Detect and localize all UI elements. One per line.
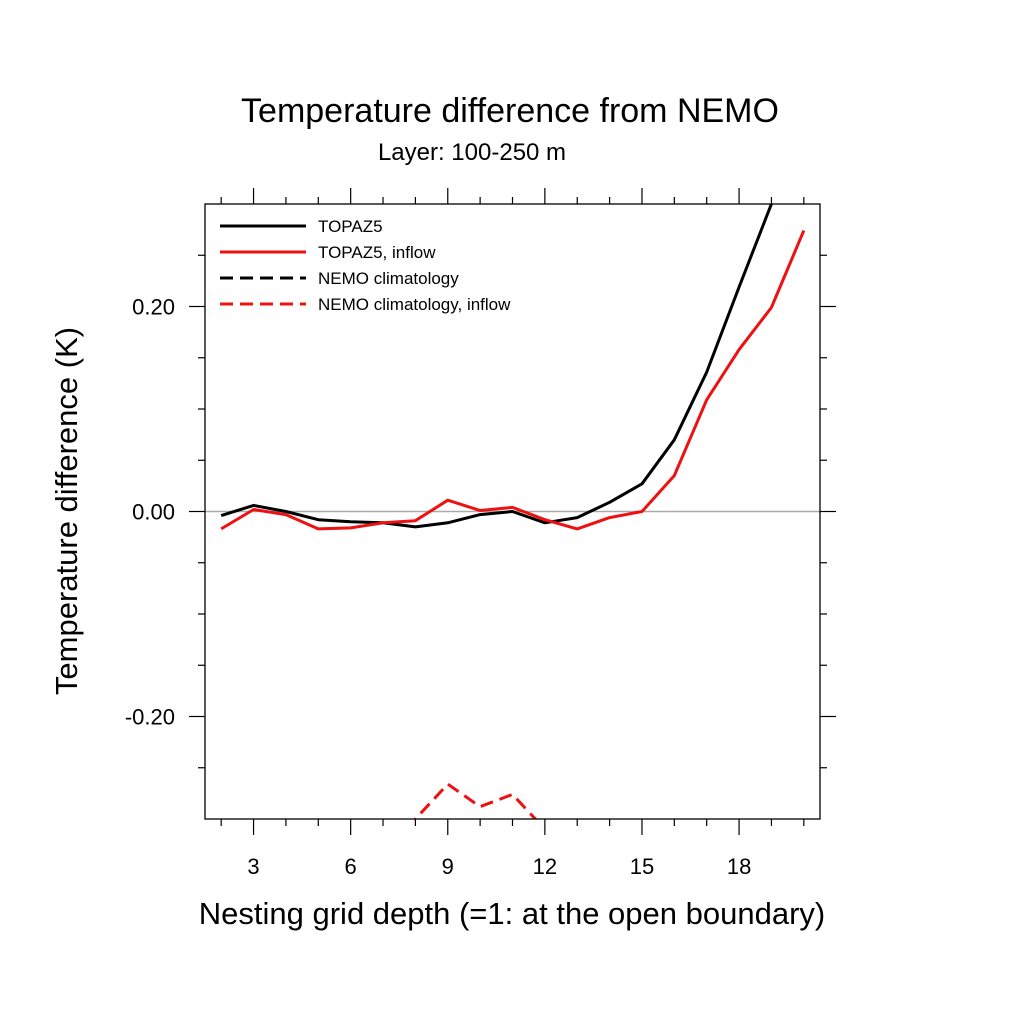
x-tick-label: 15 [630, 854, 654, 879]
x-tick-label: 3 [247, 854, 259, 879]
legend: TOPAZ5 TOPAZ5, inflow NEMO climatology NEMO… [220, 217, 511, 314]
legend-label-4: NEMO climatology, inflow [318, 295, 511, 314]
y-tick-label: 0.00 [132, 500, 175, 525]
x-tick-label: 6 [345, 854, 357, 879]
y-tick-label: -0.20 [125, 705, 175, 730]
x-tick-label: 18 [727, 854, 751, 879]
x-axis-label: Nesting grid depth (=1: at the open boun… [199, 896, 825, 931]
ticks-group [189, 188, 836, 835]
legend-label-3: NEMO climatology [318, 269, 459, 288]
x-tick-label: 12 [533, 854, 557, 879]
series-group [220, 204, 806, 819]
tick-labels-group: 3 6 9 12 15 18 -0.20 0.00 0.20 [125, 295, 751, 880]
x-tick-label: 9 [442, 854, 454, 879]
chart-subtitle: Layer: 100-250 m [378, 139, 566, 166]
legend-label-2: TOPAZ5, inflow [318, 243, 436, 262]
legend-label-1: TOPAZ5 [318, 217, 383, 236]
chart-title: Temperature difference from NEMO [241, 92, 779, 130]
series-line-2 [220, 230, 806, 531]
series-line-1 [220, 204, 774, 529]
y-axis-label: Temperature difference (K) [49, 327, 84, 695]
y-tick-label: 0.20 [132, 295, 175, 320]
